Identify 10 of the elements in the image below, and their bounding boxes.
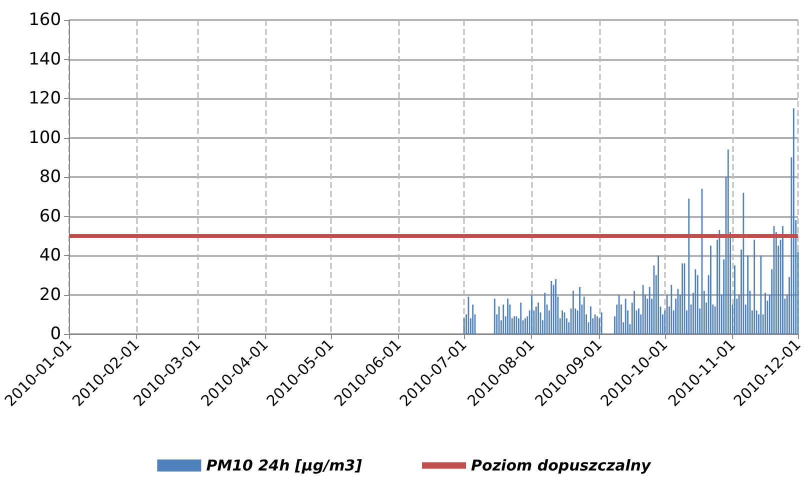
legend-label: PM10 24h [µg/m3] bbox=[206, 456, 362, 474]
y-tick-label: 80 bbox=[39, 167, 62, 187]
y-tick-label: 140 bbox=[28, 49, 62, 70]
legend-label: Poziom dopuszczalny bbox=[471, 456, 652, 474]
y-tick-label: 20 bbox=[39, 284, 62, 305]
y-tick-label: 160 bbox=[28, 10, 62, 30]
y-tick-label: 100 bbox=[28, 128, 62, 148]
y-tick-label: 120 bbox=[28, 88, 62, 108]
y-tick-label: 60 bbox=[39, 206, 62, 226]
y-tick-label: 40 bbox=[39, 246, 62, 266]
